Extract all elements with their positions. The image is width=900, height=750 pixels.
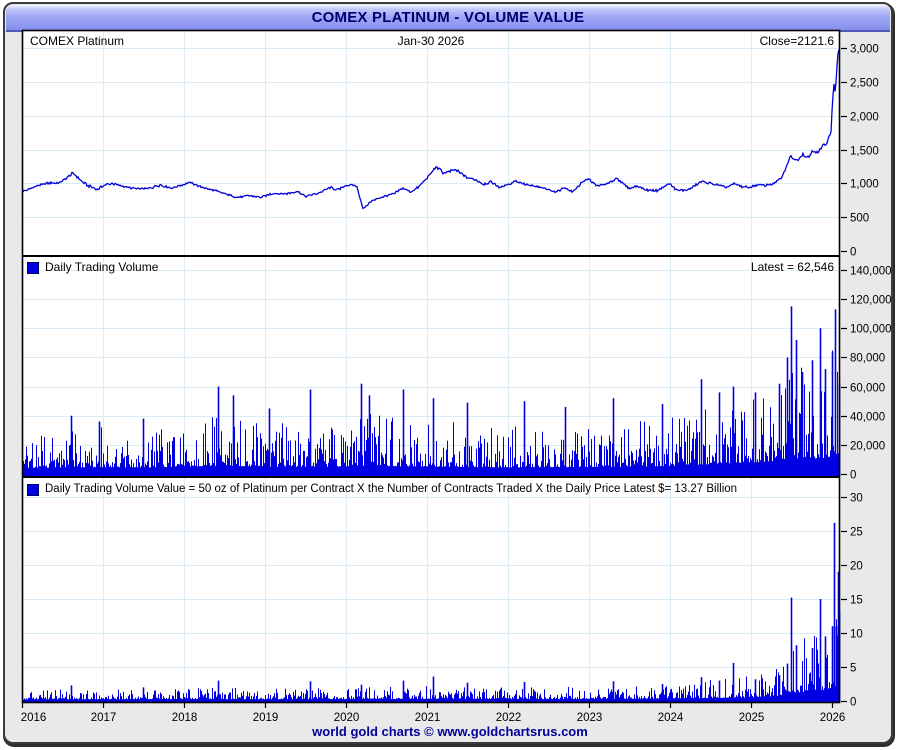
gridlines [22,30,840,703]
y-tick-label: 25 [850,527,863,539]
price-line-series [22,49,840,210]
window-title: COMEX PLATINUM - VOLUME VALUE [311,9,585,26]
y-tick-label: 60,000 [850,383,885,395]
year-label: 2019 [253,712,279,724]
panel-borders [21,29,841,704]
y-tick-label: 15 [850,595,863,607]
y-tick-label: 120,000 [850,295,892,307]
y-tick-label: 30 [850,493,863,505]
volume-legend-label: Daily Trading Volume [45,260,159,274]
year-label: 2021 [415,712,441,724]
y-tick-label: 500 [850,213,869,225]
y-tick-label: 20,000 [850,441,885,453]
year-label: 2024 [658,712,684,724]
y-tick-label: 5 [850,663,856,675]
y-tick-label: 80,000 [850,353,885,365]
date-label: Jan-30 2026 [397,34,465,48]
x-axis-labels: 2016 2017 2018 2019 2020 2021 2022 2023 2024 2025… [21,703,846,724]
y-tick-label: 2,000 [850,112,879,124]
y-axis-labels: 0 500 1,000 1,500 2,000 2,500 3,000 0 20,000 40,0… [841,44,892,709]
title-bar: COMEX PLATINUM - VOLUME VALUE [6,5,890,32]
footer-credit: world gold charts © www.goldchartsrus.co… [312,724,588,739]
latest-volume-label: Latest = 62,546 [750,260,834,274]
year-label: 2022 [496,712,522,724]
y-tick-label: 2,500 [850,78,879,90]
y-tick-label: 0 [850,247,856,259]
year-label: 2020 [334,712,360,724]
y-tick-label: 40,000 [850,412,885,424]
price-series-label: COMEX Platinum [30,34,125,48]
y-tick-label: 100,000 [850,324,892,336]
value-legend-label: Daily Trading Volume Value = 50 oz of Pl… [45,483,738,495]
year-label: 2016 [21,712,47,724]
y-tick-label: 20 [850,561,863,573]
y-tick-label: 0 [850,697,856,709]
y-tick-label: 140,000 [850,266,892,278]
year-label: 2026 [820,712,846,724]
y-tick-label: 0 [850,470,856,482]
year-label: 2025 [739,712,765,724]
y-tick-label: 10 [850,629,863,641]
y-tick-label: 1,000 [850,179,879,191]
y-tick-label: 3,000 [850,44,879,56]
year-label: 2017 [91,712,117,724]
volume-legend-swatch-icon [27,261,39,274]
value-legend-swatch-icon [27,483,39,496]
y-tick-label: 1,500 [850,146,879,158]
close-value-label: Close=2121.6 [759,34,834,48]
year-label: 2018 [172,712,198,724]
volume-legend: Daily Trading Volume [27,261,158,274]
value-legend: Daily Trading Volume Value = 50 oz of Pl… [27,483,737,496]
year-label: 2023 [577,712,603,724]
plot-background [22,30,840,703]
